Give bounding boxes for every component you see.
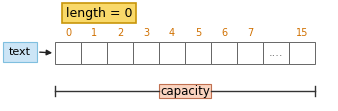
Text: text: text <box>9 47 31 57</box>
Bar <box>55 42 81 64</box>
Bar <box>237 42 263 64</box>
Bar <box>263 42 289 64</box>
Bar <box>159 84 211 98</box>
Text: 2: 2 <box>117 28 123 38</box>
Bar <box>81 42 107 64</box>
Text: 5: 5 <box>195 28 201 38</box>
Bar <box>211 42 237 64</box>
Bar <box>289 42 315 64</box>
Text: capacity: capacity <box>160 84 210 97</box>
Bar <box>107 42 133 64</box>
Text: 4: 4 <box>169 28 175 38</box>
Bar <box>3 42 37 62</box>
Text: 6: 6 <box>221 28 227 38</box>
Bar <box>185 42 211 64</box>
Text: 7: 7 <box>247 28 253 38</box>
Text: 1: 1 <box>91 28 97 38</box>
Bar <box>159 42 185 64</box>
Text: 3: 3 <box>143 28 149 38</box>
Bar <box>62 3 136 23</box>
Bar <box>133 42 159 64</box>
Text: 15: 15 <box>296 28 308 38</box>
Text: 0: 0 <box>65 28 71 38</box>
Text: ....: .... <box>269 48 283 58</box>
Text: length = 0: length = 0 <box>66 7 132 20</box>
